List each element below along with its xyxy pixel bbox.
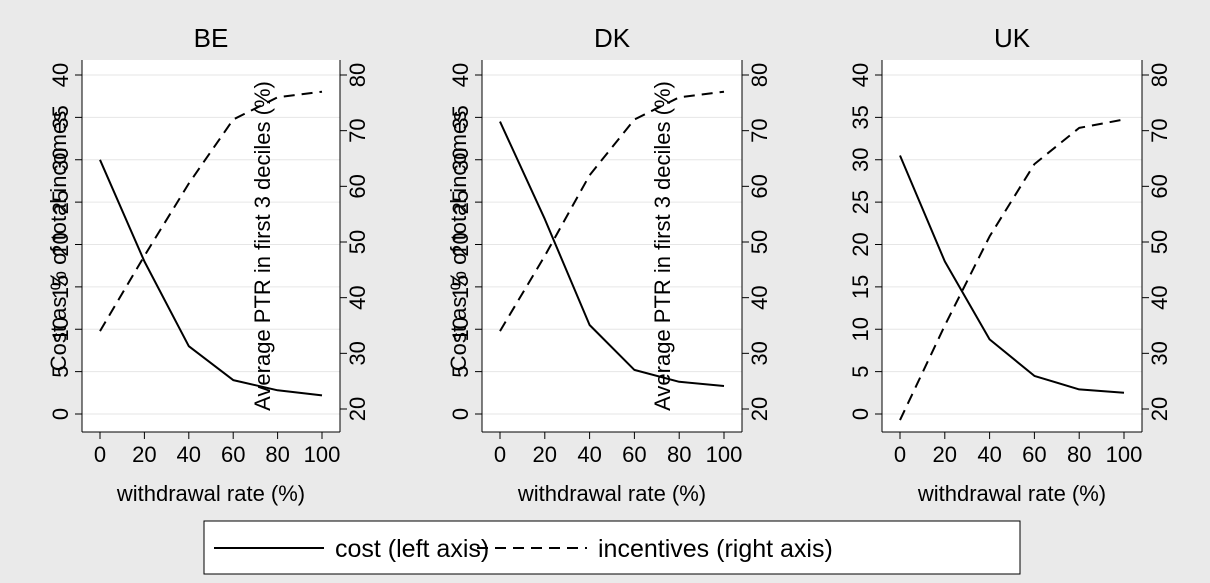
right-tick-label-dk-80: 80 bbox=[747, 63, 772, 87]
legend-label-cost: cost (left axis) bbox=[335, 535, 489, 563]
panel-title-dk: DK bbox=[594, 23, 631, 53]
x-tick-label-dk-80: 80 bbox=[667, 442, 691, 467]
x-tick-label-uk-0: 0 bbox=[894, 442, 906, 467]
left-tick-label-dk-25: 25 bbox=[448, 190, 473, 214]
x-tick-label-dk-100: 100 bbox=[706, 442, 743, 467]
right-tick-label-uk-70: 70 bbox=[1147, 118, 1172, 142]
left-tick-label-be-20: 20 bbox=[48, 232, 73, 256]
x-tick-label-be-80: 80 bbox=[265, 442, 289, 467]
left-tick-label-dk-35: 35 bbox=[448, 105, 473, 129]
left-tick-label-uk-25: 25 bbox=[848, 190, 873, 214]
right-axis-label-dk: Average PTR in first 3 deciles (%) bbox=[650, 81, 675, 411]
left-tick-label-be-0: 0 bbox=[48, 408, 73, 420]
right-tick-label-dk-40: 40 bbox=[747, 285, 772, 309]
right-tick-label-dk-30: 30 bbox=[747, 341, 772, 365]
right-tick-label-uk-20: 20 bbox=[1147, 397, 1172, 421]
x-tick-label-uk-80: 80 bbox=[1067, 442, 1091, 467]
series-line-incentives-right-axis-dk bbox=[499, 90, 725, 332]
left-tick-label-dk-5: 5 bbox=[448, 366, 473, 378]
x-tick-label-be-20: 20 bbox=[132, 442, 156, 467]
right-tick-label-be-50: 50 bbox=[345, 230, 370, 254]
right-tick-label-be-70: 70 bbox=[345, 118, 370, 142]
legend-box bbox=[203, 520, 1021, 575]
series-line-cost-left-axis-uk bbox=[899, 155, 1125, 394]
left-tick-label-uk-5: 5 bbox=[848, 366, 873, 378]
right-tick-label-be-40: 40 bbox=[345, 285, 370, 309]
left-tick-label-be-30: 30 bbox=[48, 148, 73, 172]
left-tick-label-be-15: 15 bbox=[48, 275, 73, 299]
legend-label-incentives: incentives (right axis) bbox=[598, 535, 833, 563]
x-tick-label-uk-60: 60 bbox=[1022, 442, 1046, 467]
left-tick-label-dk-20: 20 bbox=[448, 232, 473, 256]
series-line-incentives-right-axis-be bbox=[99, 90, 323, 332]
x-axis-label-be: withdrawal rate (%) bbox=[116, 481, 305, 506]
series-line-cost-left-axis-dk bbox=[499, 121, 725, 387]
right-tick-label-be-30: 30 bbox=[345, 341, 370, 365]
left-tick-label-uk-0: 0 bbox=[848, 408, 873, 420]
left-tick-label-dk-0: 0 bbox=[448, 408, 473, 420]
x-tick-label-be-0: 0 bbox=[94, 442, 106, 467]
x-tick-label-dk-40: 40 bbox=[577, 442, 601, 467]
right-tick-label-uk-50: 50 bbox=[1147, 230, 1172, 254]
legend: cost (left axis) incentives (right axis) bbox=[203, 520, 1021, 575]
series-line-cost-left-axis-be bbox=[99, 159, 323, 397]
left-axis-label-dk: Cost as % of total incomes bbox=[446, 111, 471, 371]
x-tick-label-uk-20: 20 bbox=[933, 442, 957, 467]
left-tick-label-uk-10: 10 bbox=[848, 317, 873, 341]
right-tick-label-be-60: 60 bbox=[345, 174, 370, 198]
right-tick-label-dk-20: 20 bbox=[747, 397, 772, 421]
right-tick-label-dk-70: 70 bbox=[747, 118, 772, 142]
x-tick-label-dk-20: 20 bbox=[533, 442, 557, 467]
left-tick-label-be-35: 35 bbox=[48, 105, 73, 129]
x-tick-label-uk-40: 40 bbox=[977, 442, 1001, 467]
left-tick-label-dk-15: 15 bbox=[448, 275, 473, 299]
panel-be: 0 5 10 15 20 25 30 35 40 20 30 40 50 60 70 80 0 20 40 60 80 1… bbox=[46, 23, 370, 506]
left-tick-label-uk-20: 20 bbox=[848, 232, 873, 256]
plot-area-dk bbox=[482, 60, 742, 432]
panel-title-uk: UK bbox=[994, 23, 1031, 53]
left-tick-label-be-40: 40 bbox=[48, 63, 73, 87]
left-tick-label-be-10: 10 bbox=[48, 317, 73, 341]
x-tick-label-uk-100: 100 bbox=[1106, 442, 1143, 467]
left-tick-label-uk-40: 40 bbox=[848, 63, 873, 87]
panel-title-be: BE bbox=[194, 23, 229, 53]
left-tick-label-uk-35: 35 bbox=[848, 105, 873, 129]
right-tick-label-uk-60: 60 bbox=[1147, 174, 1172, 198]
right-tick-label-be-80: 80 bbox=[345, 63, 370, 87]
x-tick-label-dk-0: 0 bbox=[494, 442, 506, 467]
left-tick-label-dk-30: 30 bbox=[448, 148, 473, 172]
panel-dk: 0 5 10 15 20 25 30 35 40 20 30 40 50 60 70 80 0 20 40 60 80 1… bbox=[446, 23, 772, 506]
right-tick-label-uk-40: 40 bbox=[1147, 285, 1172, 309]
left-tick-label-be-5: 5 bbox=[48, 366, 73, 378]
right-tick-label-dk-50: 50 bbox=[747, 230, 772, 254]
right-tick-label-be-20: 20 bbox=[345, 397, 370, 421]
right-axis-label-be: Average PTR in first 3 deciles (%) bbox=[250, 81, 275, 411]
x-axis-label-dk: withdrawal rate (%) bbox=[517, 481, 706, 506]
x-tick-label-be-100: 100 bbox=[304, 442, 341, 467]
x-tick-label-be-40: 40 bbox=[177, 442, 201, 467]
plot-area-uk bbox=[882, 60, 1142, 432]
right-tick-label-uk-30: 30 bbox=[1147, 341, 1172, 365]
left-tick-label-be-25: 25 bbox=[48, 190, 73, 214]
panel-uk: 0 5 10 15 20 25 30 35 40 20 30 40 50 60 70 80 0 20 40 60 80 1… bbox=[848, 23, 1172, 506]
x-tick-label-dk-60: 60 bbox=[622, 442, 646, 467]
left-tick-label-uk-15: 15 bbox=[848, 275, 873, 299]
left-axis-label-be: Cost as % of total incomes bbox=[46, 111, 71, 371]
right-tick-label-dk-60: 60 bbox=[747, 174, 772, 198]
plot-area-be bbox=[82, 60, 340, 432]
x-tick-label-be-60: 60 bbox=[221, 442, 245, 467]
left-tick-label-uk-30: 30 bbox=[848, 148, 873, 172]
right-tick-label-uk-80: 80 bbox=[1147, 63, 1172, 87]
left-tick-label-dk-40: 40 bbox=[448, 63, 473, 87]
x-axis-label-uk: withdrawal rate (%) bbox=[917, 481, 1106, 506]
left-tick-label-dk-10: 10 bbox=[448, 317, 473, 341]
